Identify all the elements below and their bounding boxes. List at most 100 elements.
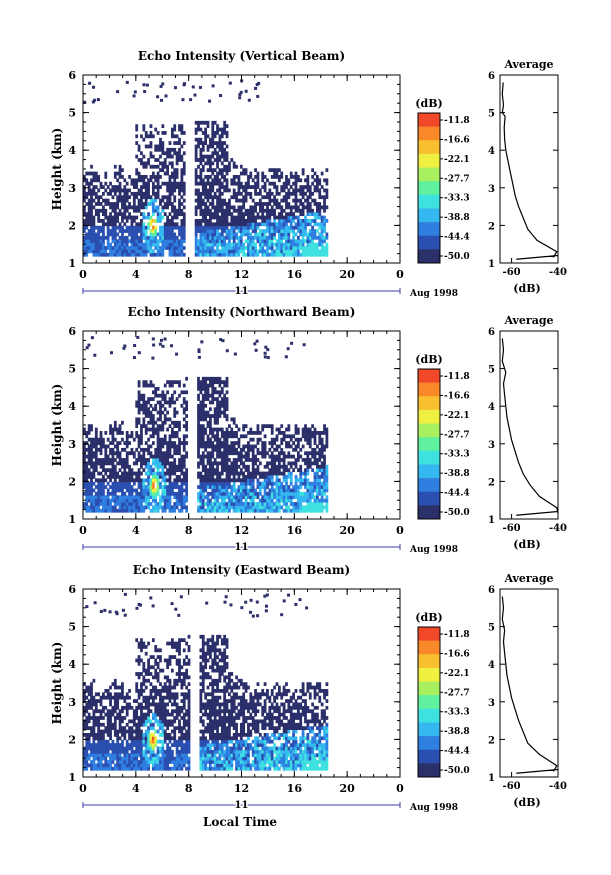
heatmap-cell: [149, 141, 153, 145]
heatmap-cell: [294, 491, 298, 496]
heatmap-cell: [287, 232, 291, 237]
heatmap-cell: [185, 475, 189, 479]
heatmap-cell: [218, 141, 222, 145]
heatmap-cell: [296, 225, 300, 230]
heatmap-cell: [304, 232, 307, 237]
heatmap-cell: [149, 164, 153, 169]
heatmap-cell: [173, 225, 177, 230]
heatmap-cell: [194, 154, 198, 159]
heatmap-cell: [94, 485, 98, 489]
heatmap-cell: [92, 175, 96, 179]
heatmap-cell: [121, 188, 124, 193]
heatmap-cell: [304, 461, 307, 466]
heatmap-cell: [311, 468, 315, 473]
heatmap-cell: [111, 485, 115, 489]
heatmap-cell: [197, 181, 200, 186]
colorbar-label: -11.8: [444, 116, 470, 126]
heatmap-cell: [282, 495, 286, 500]
heatmap-cell: [213, 191, 217, 196]
heatmap-cell: [175, 175, 179, 179]
heatmap-cell: [121, 225, 124, 230]
heatmap-cell: [104, 508, 108, 513]
heatmap-cell: [144, 502, 148, 506]
heatmap-cell: [118, 760, 122, 764]
heatmap-cell: [85, 478, 89, 483]
heatmap-cell: [201, 141, 205, 145]
heatmap-cell: [263, 351, 267, 355]
heatmap-cell: [142, 175, 146, 179]
heatmap-cell: [159, 161, 162, 166]
heatmap-cell: [323, 246, 326, 250]
heatmap-cell: [137, 191, 141, 196]
heatmap-cell: [102, 692, 105, 697]
heatmap-cell: [161, 141, 165, 145]
y-tick-label: 3: [68, 438, 76, 451]
heatmap-cell: [156, 232, 160, 237]
heatmap-cell: [178, 458, 181, 462]
heatmap-cell: [142, 417, 146, 422]
heatmap-cell: [113, 239, 117, 244]
heatmap-cell: [242, 171, 246, 176]
heatmap-cell: [225, 437, 229, 442]
heatmap-cell: [87, 495, 91, 500]
heatmap-cell: [161, 246, 165, 250]
heatmap-cell: [173, 481, 177, 486]
heatmap-cell: [313, 478, 317, 483]
heatmap-cell: [204, 383, 208, 388]
heatmap-cell: [137, 158, 141, 162]
heatmap-cell: [266, 464, 269, 469]
heatmap-cell: [294, 195, 298, 200]
heatmap-cell: [132, 252, 136, 257]
heatmap-cell: [142, 420, 146, 425]
heatmap-cell: [161, 454, 165, 459]
heatmap-cell: [83, 766, 86, 771]
heatmap-cell: [254, 168, 257, 173]
heatmap-cell: [142, 508, 146, 513]
heatmap-cell: [242, 219, 246, 223]
heatmap-cell: [251, 491, 255, 496]
heatmap-cell: [251, 225, 255, 230]
heatmap-cell: [242, 232, 246, 237]
heatmap-cell: [261, 441, 265, 445]
heatmap-cell: [232, 420, 236, 425]
heatmap-cell: [132, 356, 136, 360]
heatmap-cell: [218, 488, 222, 493]
heatmap-cell: [313, 171, 317, 176]
heatmap-cell: [102, 242, 105, 247]
heatmap-cell: [218, 181, 222, 186]
heatmap-cell: [199, 222, 203, 227]
heatmap-cell: [268, 502, 272, 506]
heatmap-cell: [254, 175, 257, 179]
heatmap-cell: [249, 242, 253, 247]
heatmap-cell: [199, 151, 203, 156]
heatmap-cell: [154, 246, 158, 250]
heatmap-cell: [218, 158, 222, 162]
heatmap-cell: [185, 434, 189, 439]
heatmap-cell: [206, 376, 210, 381]
heatmap-cell: [94, 464, 98, 469]
heatmap-cell: [122, 346, 126, 350]
heatmap-cell: [197, 376, 200, 381]
heatmap-cell: [106, 766, 110, 771]
heatmap-cell: [254, 475, 257, 479]
heatmap-cell: [304, 485, 307, 489]
heatmap-cell: [313, 431, 317, 435]
heatmap-cell: [161, 195, 165, 200]
heatmap-cell: [109, 246, 112, 250]
heatmap-cell: [261, 502, 265, 506]
heatmap-cell: [118, 229, 122, 233]
heatmap-cell: [116, 502, 120, 506]
heatmap-cell: [94, 225, 98, 230]
heatmap-cell: [163, 337, 167, 341]
heatmap-cell: [168, 188, 172, 193]
heatmap-cell: [247, 491, 250, 496]
heatmap-cell: [135, 181, 139, 186]
heatmap-cell: [273, 464, 276, 469]
heatmap-cell: [137, 475, 141, 479]
heatmap-cell: [244, 239, 248, 244]
heatmap-cell: [211, 414, 215, 418]
heatmap-cell: [320, 454, 324, 459]
colorbar-segment: [418, 222, 440, 237]
heatmap-cell: [247, 478, 250, 483]
heatmap-cell: [173, 141, 177, 145]
